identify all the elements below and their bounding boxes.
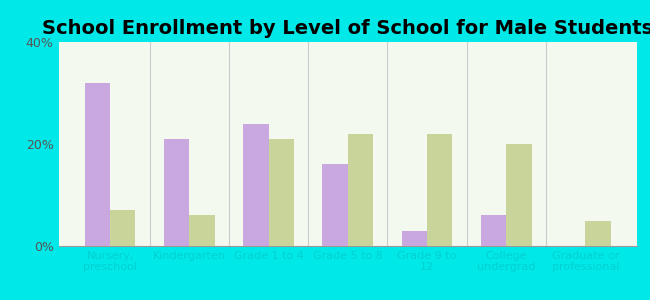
Bar xyxy=(268,139,294,246)
Bar xyxy=(243,124,268,246)
Bar xyxy=(481,215,506,246)
Bar xyxy=(427,134,452,246)
Bar xyxy=(402,231,427,246)
Bar xyxy=(189,215,214,246)
Bar xyxy=(164,139,189,246)
Bar xyxy=(348,134,373,246)
Bar xyxy=(322,164,348,246)
Bar xyxy=(506,144,532,246)
Title: School Enrollment by Level of School for Male Students: School Enrollment by Level of School for… xyxy=(42,19,650,38)
Bar xyxy=(110,210,135,246)
Bar xyxy=(586,220,611,246)
Bar xyxy=(84,83,110,246)
